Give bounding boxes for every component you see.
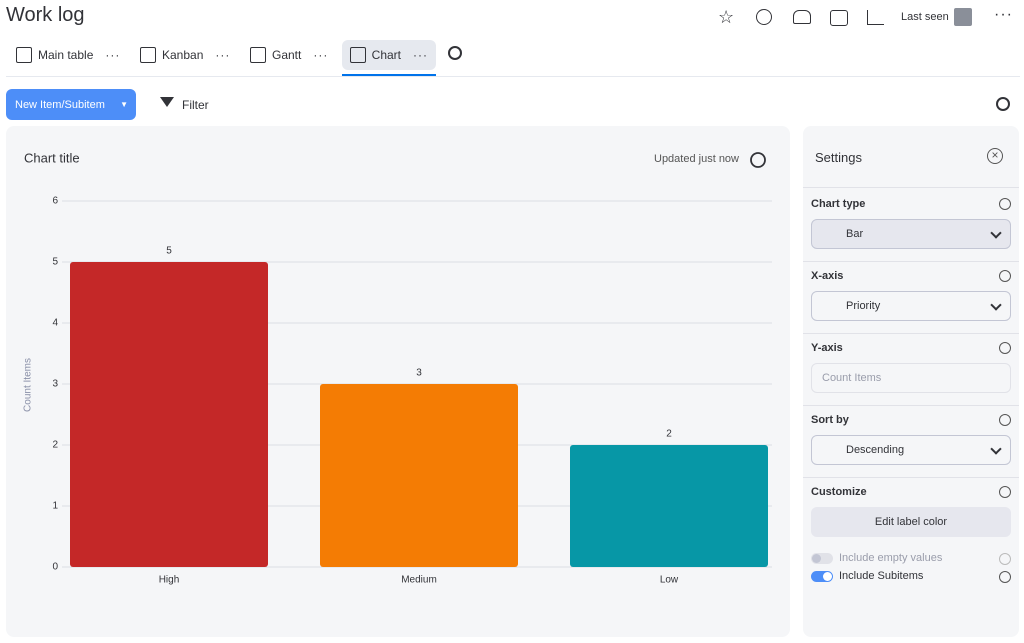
last-seen[interactable]: Last seen xyxy=(901,11,949,23)
tab-menu[interactable]: ··· xyxy=(313,48,329,62)
tab[interactable]: Gantt ··· xyxy=(242,40,336,70)
x-axis-select[interactable]: Priority xyxy=(811,291,1011,321)
close-button[interactable]: × xyxy=(987,148,1003,164)
data-label: 2 xyxy=(666,429,672,440)
setting-label: Y-axis xyxy=(811,342,843,354)
divider xyxy=(6,76,1020,77)
select-value: Bar xyxy=(846,228,864,240)
toggle-switch[interactable] xyxy=(811,553,833,564)
button-label: Edit label color xyxy=(874,516,948,528)
tab-label: Main table xyxy=(38,48,94,62)
toggle-switch[interactable] xyxy=(811,571,833,582)
info-icon[interactable] xyxy=(999,486,1011,498)
divider xyxy=(803,333,1019,334)
tab-label: Kanban xyxy=(162,48,204,62)
activity-button[interactable] xyxy=(867,10,884,25)
tab-icon xyxy=(350,47,366,63)
settings-title: Settings xyxy=(815,150,862,165)
bar xyxy=(570,445,768,567)
y-tick-label: 2 xyxy=(52,440,58,451)
info-icon[interactable] xyxy=(999,571,1011,583)
info-icon[interactable] xyxy=(999,270,1011,282)
toggle-knob xyxy=(823,572,832,581)
info-icon[interactable] xyxy=(999,414,1011,426)
chevron xyxy=(990,443,1002,455)
new-item-label: New Item/Subitem xyxy=(15,98,105,111)
tab-icon xyxy=(16,47,32,63)
setting-label: Customize xyxy=(811,486,867,498)
members-button[interactable] xyxy=(793,10,811,24)
info-icon[interactable] xyxy=(999,342,1011,354)
tab-menu[interactable]: ··· xyxy=(413,48,428,62)
setting-label: Chart type xyxy=(811,198,866,210)
chevron xyxy=(990,299,1002,311)
toggle-label: Include Subitems xyxy=(839,570,924,582)
data-label: 3 xyxy=(416,368,422,379)
tab-underline xyxy=(342,74,436,76)
info-button[interactable] xyxy=(756,9,772,25)
bar xyxy=(320,384,518,567)
tab-label: Chart xyxy=(371,48,401,62)
divider xyxy=(803,477,1019,478)
setting-label: Sort by xyxy=(811,414,849,426)
setting-label: X-axis xyxy=(811,270,844,282)
y-tick-label: 3 xyxy=(52,379,58,390)
settings-panel xyxy=(803,126,1019,637)
tab-menu[interactable]: ··· xyxy=(105,48,121,62)
tab[interactable]: Main table ··· xyxy=(8,40,128,70)
y-tick-label: 4 xyxy=(52,318,58,329)
select-value: Priority xyxy=(846,300,881,312)
dropdown-arrow[interactable]: ▼ xyxy=(120,100,128,109)
toggle-label: Include empty values xyxy=(839,552,943,564)
divider xyxy=(803,405,1019,406)
y-tick-label: 1 xyxy=(52,501,58,512)
y-tick-label: 0 xyxy=(52,562,58,573)
chevron xyxy=(990,227,1002,239)
tab-label: Gantt xyxy=(272,48,302,62)
tab[interactable]: Kanban ··· xyxy=(132,40,238,70)
board-title: Work log xyxy=(6,4,85,26)
chart-type-select[interactable]: Bar xyxy=(811,219,1011,249)
integrations-button[interactable] xyxy=(830,10,848,26)
more-button[interactable]: ··· xyxy=(994,6,1013,23)
filter-button[interactable]: Filter xyxy=(182,98,209,112)
info-icon[interactable] xyxy=(999,553,1011,565)
edit-label-color-button[interactable]: Edit label color xyxy=(811,507,1011,537)
new-item-button[interactable]: New Item/Subitem ▼ xyxy=(6,89,136,120)
chart-panel: Chart title Updated just now Count Items… xyxy=(6,126,790,637)
toggle-knob xyxy=(812,554,821,563)
y-axis-select: Count Items xyxy=(811,363,1011,393)
tab-icon xyxy=(250,47,266,63)
chart: Chart title Updated just now Count Items… xyxy=(23,150,772,586)
divider xyxy=(803,187,1019,188)
x-tick-label: Low xyxy=(660,575,679,586)
divider xyxy=(803,261,1019,262)
settings-gear[interactable] xyxy=(996,97,1010,111)
sort-select[interactable]: Descending xyxy=(811,435,1011,465)
y-tick-label: 5 xyxy=(52,257,58,268)
favorite-button[interactable]: ☆ xyxy=(718,7,735,27)
filter-icon xyxy=(160,97,174,107)
info-icon[interactable] xyxy=(999,198,1011,210)
bar xyxy=(70,262,268,567)
tab-menu[interactable]: ··· xyxy=(215,48,231,62)
chart-status: Updated just now xyxy=(654,153,739,165)
y-tick-label: 6 xyxy=(52,196,58,207)
y-axis-label: Count Items xyxy=(23,358,34,412)
select-value: Descending xyxy=(846,444,905,456)
tab-icon xyxy=(140,47,156,63)
chart-title: Chart title xyxy=(24,150,80,165)
select-placeholder: Count Items xyxy=(822,372,882,384)
refresh-button[interactable] xyxy=(750,152,766,168)
view-settings[interactable] xyxy=(448,46,462,60)
tab-active[interactable]: Chart ··· xyxy=(342,40,436,70)
data-label: 5 xyxy=(166,246,172,257)
x-tick-label: Medium xyxy=(401,575,437,586)
x-tick-label: High xyxy=(159,575,180,586)
avatar[interactable] xyxy=(954,8,972,26)
